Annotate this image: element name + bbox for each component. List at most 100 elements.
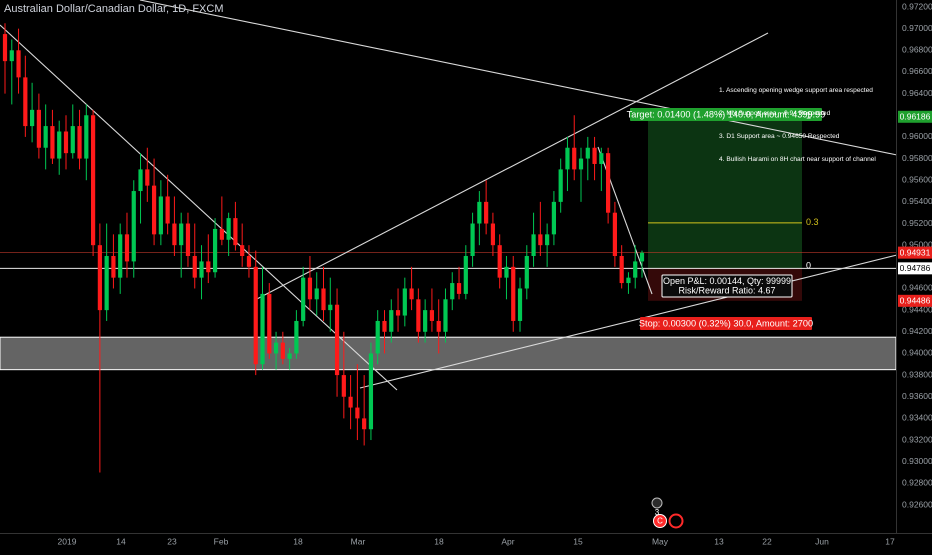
candle-body: [592, 147, 597, 164]
candle: [382, 310, 387, 354]
candle-body: [287, 353, 292, 359]
y-tick-label: 0.96800: [902, 45, 932, 55]
candle-body: [606, 153, 611, 213]
fib-level-0: 0: [806, 261, 811, 271]
candle-body: [436, 320, 441, 332]
candle-body: [294, 320, 299, 354]
candle-body: [328, 304, 333, 311]
stop-label: Stop: 0.00300 (0.32%) 30.0, Amount: 2700: [639, 318, 813, 328]
candle-body: [185, 223, 191, 256]
candle: [2, 23, 8, 94]
entry-price-tag: 0.94786: [900, 263, 931, 273]
candle-body: [334, 304, 340, 376]
candle: [395, 288, 401, 332]
event-badge-b: C: [657, 517, 663, 526]
candle: [219, 196, 224, 246]
candle: [240, 223, 245, 267]
candle-body: [158, 196, 163, 235]
candle-body: [524, 256, 529, 289]
candle: [490, 212, 496, 256]
wedge-upper-trendline: [254, 32, 769, 301]
candle: [341, 331, 346, 419]
candle-body: [504, 266, 509, 278]
candle-body: [585, 147, 590, 159]
candle: [30, 82, 35, 143]
candle: [497, 234, 502, 289]
candle: [131, 180, 136, 278]
candle-body: [273, 342, 279, 354]
candle-body: [267, 293, 272, 354]
candle-body: [382, 320, 387, 332]
candle: [572, 115, 577, 181]
candle-body: [362, 418, 367, 430]
candle: [423, 299, 428, 343]
candle: [504, 256, 509, 300]
y-tick-label: 0.95400: [902, 196, 932, 206]
candle: [612, 201, 617, 267]
candle: [206, 234, 211, 284]
candle: [185, 212, 191, 267]
candle-body: [50, 126, 55, 159]
candle-body: [43, 126, 48, 148]
candle-body: [206, 261, 211, 273]
event-badge-red-icon[interactable]: [653, 514, 667, 528]
candle-body: [118, 234, 123, 278]
candle: [633, 245, 638, 289]
candle: [301, 266, 306, 327]
stop-price-tag-box: [898, 294, 932, 307]
last-price-tag-box: [898, 246, 932, 259]
candle-body: [423, 310, 428, 332]
candle: [538, 201, 543, 256]
y-tick-label: 0.93000: [902, 456, 932, 466]
candle: [294, 310, 299, 359]
candle: [9, 39, 14, 105]
x-tick-label: 22: [762, 536, 772, 546]
candle: [151, 158, 157, 246]
candle: [348, 375, 353, 430]
candle-body: [565, 147, 570, 170]
candle: [450, 272, 455, 311]
fib-level-0-3: 0.3: [806, 217, 819, 227]
candle-body: [470, 223, 475, 256]
candle: [118, 223, 123, 294]
candle-body: [212, 228, 218, 273]
earnings-badge-icon[interactable]: [651, 497, 663, 509]
candle: [402, 277, 407, 327]
candle: [511, 256, 516, 332]
candle: [443, 288, 448, 343]
candle: [253, 250, 258, 376]
candle-body: [463, 256, 468, 294]
candle-body: [375, 320, 380, 354]
candle-body: [456, 283, 462, 294]
x-tick-label: 2019: [58, 536, 77, 546]
candle: [165, 174, 170, 235]
candle-body: [233, 218, 238, 246]
candle: [456, 266, 462, 300]
candle-body: [246, 256, 252, 267]
candle-body: [389, 310, 394, 332]
candle: [606, 147, 611, 224]
candle: [307, 256, 313, 311]
candle: [70, 104, 75, 159]
y-tick-label: 0.95000: [902, 239, 932, 249]
x-tick-label: 23: [167, 536, 177, 546]
candle: [145, 147, 150, 202]
candle: [158, 180, 163, 246]
candle: [484, 180, 489, 235]
candle-body: [368, 353, 374, 430]
y-tick-label: 0.96000: [902, 131, 932, 141]
candle-body: [599, 153, 604, 164]
candle-body: [57, 131, 62, 159]
candle: [63, 115, 69, 170]
candle: [463, 245, 468, 300]
y-tick-label: 0.92800: [902, 478, 932, 488]
analysis-notes: 1. Ascending opening wedge support area …: [719, 72, 876, 178]
event-badge-outline-icon[interactable]: [668, 513, 684, 529]
candle: [565, 136, 570, 192]
candle: [50, 109, 55, 164]
candle-body: [538, 234, 543, 246]
y-tick-label: 0.96600: [902, 66, 932, 76]
candle-body: [2, 34, 8, 62]
